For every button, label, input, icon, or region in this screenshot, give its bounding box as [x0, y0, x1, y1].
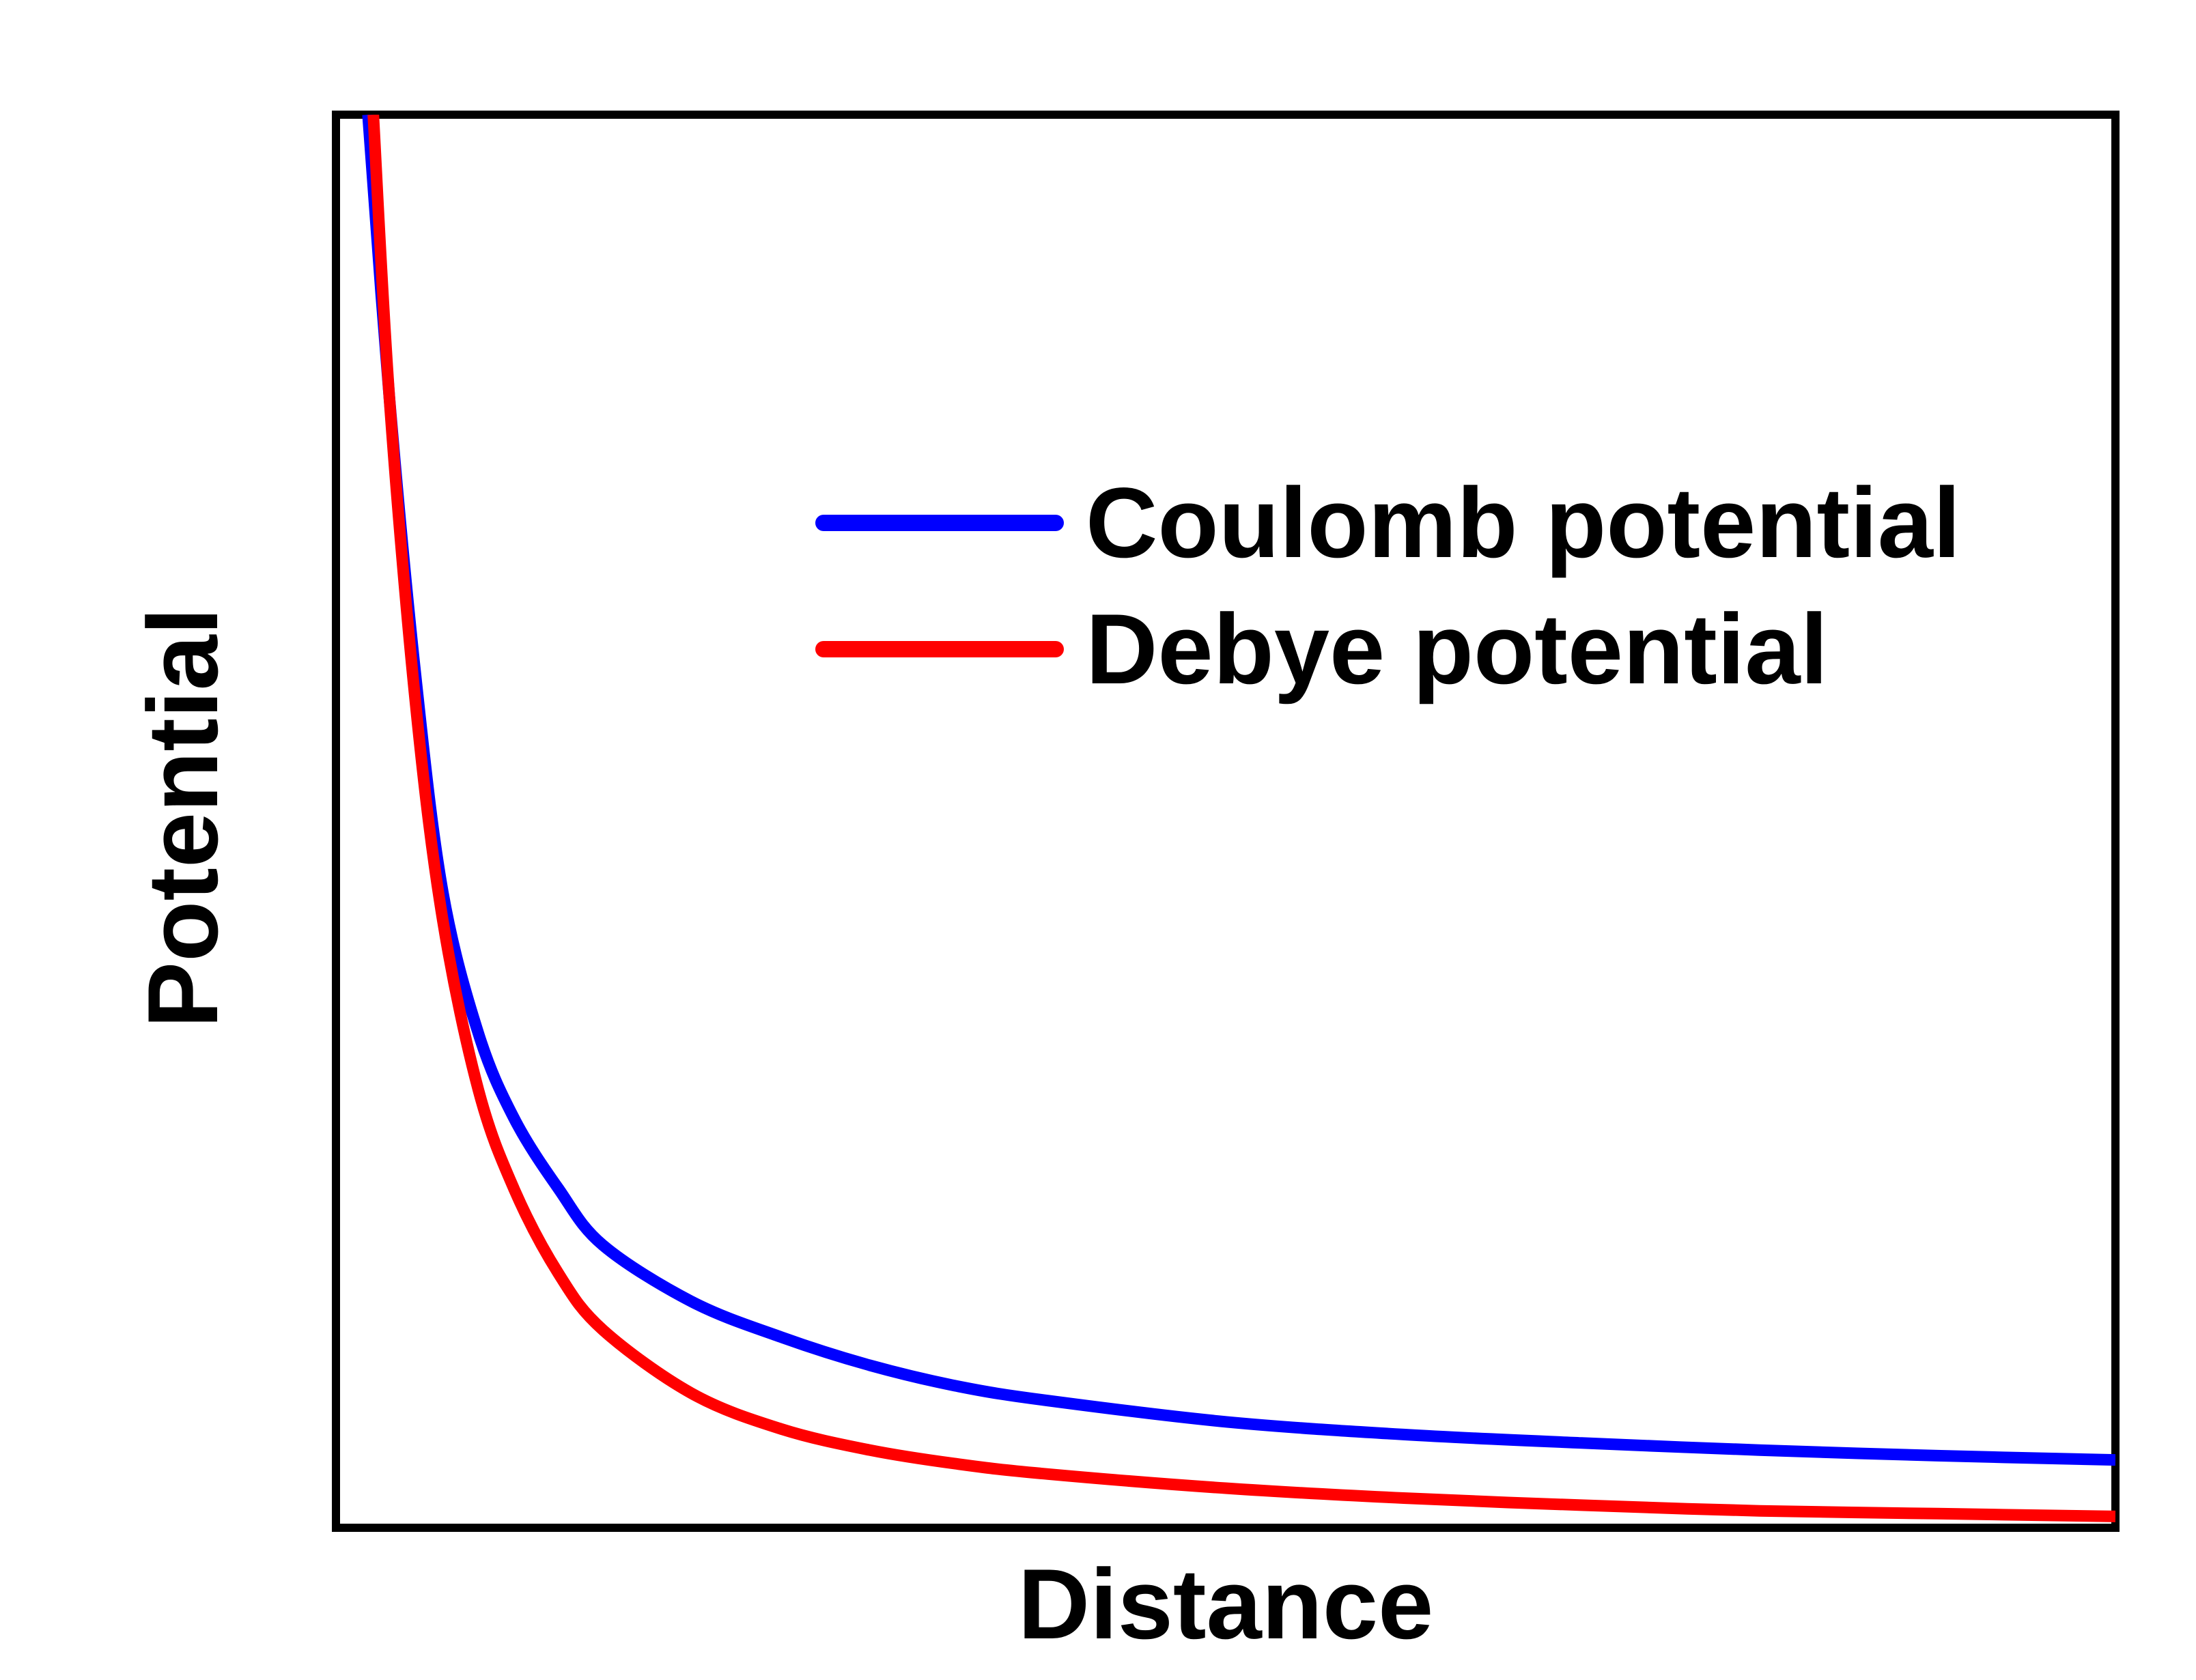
x-axis-label: Distance [1018, 1548, 1434, 1660]
series-layer [362, 115, 2115, 1522]
plot-frame [332, 111, 2120, 1532]
legend-label-debye-potential: Debye potential [1086, 593, 1828, 704]
y-axis-label: Potential [127, 608, 238, 1029]
legend: Coulomb potential Debye potential [815, 467, 1960, 704]
series-line-coulomb-potential [362, 115, 2115, 1466]
legend-label-coulomb-potential: Coulomb potential [1086, 467, 1960, 578]
series-line-debye-potential [367, 115, 2115, 1522]
